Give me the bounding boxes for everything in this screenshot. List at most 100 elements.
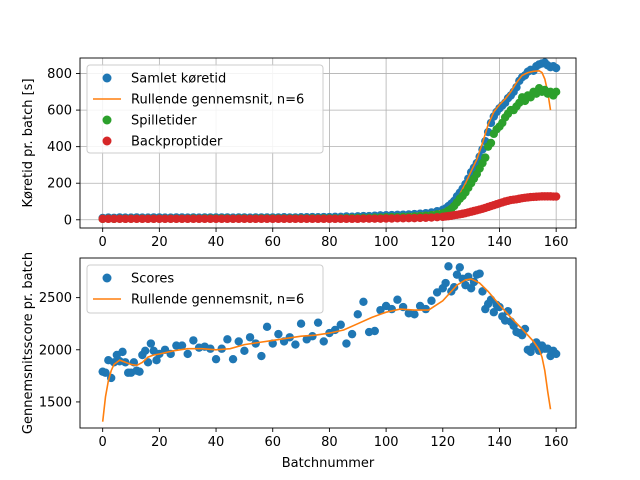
y-axis-label: Køretid pr. batch [s] (21, 78, 36, 207)
legend-item: Rullende gennemsnit, n=6 (93, 93, 304, 108)
panel-scores: 0 20 40 60 80 100 120 140 160 1500 2000 2500Gennems… (21, 252, 577, 471)
x-tick-label: 20 (151, 435, 168, 450)
data-point (486, 138, 496, 148)
data-point (319, 337, 328, 346)
legend-box (86, 64, 324, 154)
legend-marker (102, 273, 112, 283)
data-point (551, 192, 561, 201)
data-point (245, 333, 255, 342)
data-point (177, 341, 187, 350)
x-tick-label: 60 (264, 435, 281, 450)
data-point (551, 349, 561, 359)
data-point (489, 308, 499, 317)
axes-frame (79, 257, 577, 429)
y-tick-label: 400 (47, 140, 72, 155)
legend-marker (102, 115, 112, 125)
legend-marker (102, 73, 112, 83)
y-tick-label: 1500 (39, 395, 72, 410)
legend-item: Spilletider (102, 114, 197, 129)
data-point (146, 339, 156, 348)
data-point (421, 304, 430, 314)
x-tick-label: 0 (99, 235, 107, 250)
axes-frame (79, 57, 577, 229)
data-point (257, 351, 266, 361)
data-point (551, 63, 561, 73)
data-point (140, 346, 150, 356)
data-point (274, 329, 283, 339)
data-point (313, 318, 323, 327)
x-tick-label: 20 (151, 235, 168, 250)
x-tick-label: 120 (430, 435, 455, 450)
data-point (336, 320, 345, 329)
series-line-rolling-average (101, 278, 552, 422)
y-tick-label: 2000 (39, 343, 72, 358)
data-point (481, 153, 490, 162)
data-point (520, 324, 530, 334)
x-axis-label: Batchnummer (282, 456, 375, 471)
x-tick-label: 120 (430, 235, 455, 250)
data-point (410, 310, 419, 319)
data-point (495, 302, 504, 312)
data-point (353, 310, 362, 319)
legend-item: Samlet køretid (102, 72, 226, 87)
legend-label: Backproptider (131, 135, 223, 150)
y-tick-label: 0 (64, 213, 72, 228)
data-point (118, 347, 127, 357)
data-point (466, 284, 476, 293)
x-tick-label: 60 (264, 235, 281, 250)
data-point (183, 349, 192, 359)
legend-marker (102, 136, 112, 146)
data-point (262, 322, 272, 332)
data-point (101, 368, 110, 377)
data-point (486, 118, 496, 128)
y-axis-label: Gennemsnitsscore pr. batch (21, 252, 36, 434)
x-tick-label: 40 (208, 235, 225, 250)
plot-data (98, 58, 561, 224)
x-tick-label: 140 (487, 235, 512, 250)
data-point (475, 269, 484, 278)
series-backproptider (98, 192, 561, 224)
data-point (393, 295, 402, 304)
data-point (308, 332, 317, 341)
x-tick-label: 40 (208, 435, 225, 450)
y-tick-label: 200 (47, 177, 72, 192)
data-point (441, 278, 450, 288)
legend: Samlet køretid Rullende gennemsnit, n=6 Sp… (86, 64, 324, 154)
x-tick-label: 100 (374, 435, 399, 450)
legend-label: Spilletider (131, 114, 197, 129)
x-tick-label: 100 (374, 235, 399, 250)
plot-data (98, 262, 561, 422)
data-point (296, 319, 306, 328)
data-point (359, 297, 368, 307)
legend: Scores Rullende gennemsnit, n=6 (86, 264, 324, 314)
legend-item: Scores (102, 272, 174, 287)
data-point (444, 262, 453, 271)
legend-label: Scores (131, 272, 174, 287)
x-tick-label: 140 (487, 435, 512, 450)
data-point (347, 329, 357, 339)
data-point (143, 358, 153, 367)
series-scores (98, 262, 561, 383)
data-point (135, 367, 144, 376)
y-tick-label: 600 (47, 104, 72, 119)
data-point (509, 321, 518, 330)
data-point (211, 354, 221, 364)
legend-label: Rullende gennemsnit, n=6 (131, 93, 304, 108)
panel-run-times: 0 20 40 60 80 100 120 140 160 0 200 400 600 800 Køreti… (21, 57, 577, 250)
data-point (223, 335, 232, 344)
data-point (503, 306, 513, 316)
data-point (551, 87, 561, 97)
data-point (455, 263, 464, 272)
x-tick-label: 160 (544, 235, 569, 250)
x-tick-label: 80 (321, 435, 338, 450)
data-point (291, 340, 300, 349)
y-tick-label: 2500 (39, 291, 72, 306)
legend-box (86, 264, 324, 314)
x-tick-label: 160 (544, 435, 569, 450)
x-tick-label: 0 (99, 435, 107, 450)
data-point (240, 346, 249, 356)
y-tick-label: 800 (47, 67, 72, 82)
data-point (189, 336, 198, 345)
data-point (370, 326, 379, 336)
